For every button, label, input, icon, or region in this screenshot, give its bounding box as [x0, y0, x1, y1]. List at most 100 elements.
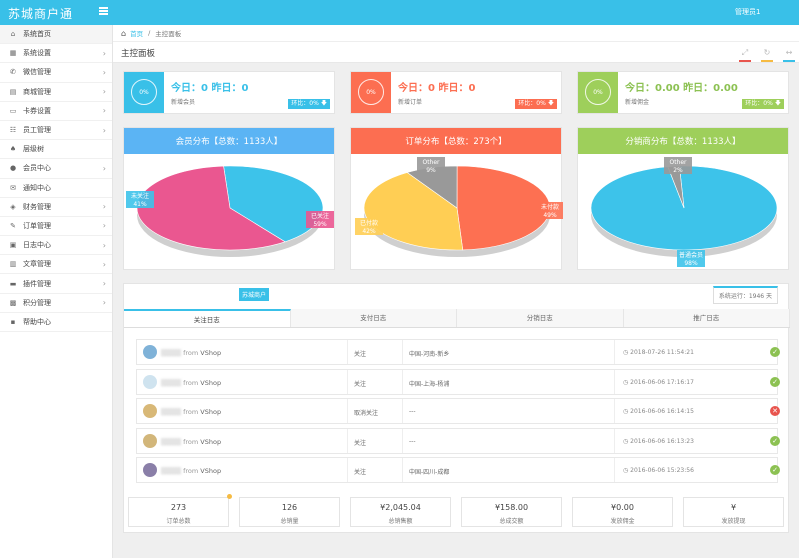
divider — [347, 428, 348, 453]
sidebar-item[interactable]: ✎ 订单管理 › — [0, 217, 112, 237]
avatar — [143, 404, 157, 418]
staff-icon: ☷ — [9, 126, 17, 135]
sidebar-item[interactable]: ▬ 插件管理 › — [0, 274, 112, 294]
divider — [614, 369, 615, 394]
avatar — [143, 374, 157, 389]
label-background — [664, 157, 692, 174]
blurred-name: ▒▒▒▒ — [161, 467, 181, 475]
sidebar-item[interactable]: ▭ 卡券设置 › — [0, 102, 112, 121]
log-time-text: 2016-06-06 16:13:23 — [630, 437, 694, 445]
log-source: VShop — [200, 408, 222, 416]
tab-payment-log[interactable]: 支付日志 — [290, 309, 457, 327]
log-time: ◷ 2016-06-06 17:16:17 — [623, 379, 694, 386]
page-title: 主控面板 — [121, 49, 156, 59]
divider — [402, 458, 403, 482]
sidebar-item[interactable]: ▩ 积分管理 › — [0, 294, 112, 313]
sidebar-item[interactable]: ● 会员中心 › — [0, 159, 112, 179]
sidebar-item[interactable]: ✉ 通知中心 — [0, 179, 112, 198]
fullscreen-underline — [739, 60, 751, 62]
clock-icon: ◷ — [623, 378, 631, 386]
fullscreen-icon[interactable]: ⤢ — [741, 48, 749, 57]
blurred-name: ▒▒▒▒ — [161, 437, 181, 446]
sidebar-item[interactable]: ▪ 帮助中心 — [0, 313, 112, 332]
card-icon: ▭ — [9, 106, 17, 115]
pie-slice[interactable] — [223, 165, 324, 243]
log-time-text: 2016-06-06 16:14:15 — [630, 408, 694, 415]
slice-percent: 59% — [313, 221, 327, 228]
sidebar-item[interactable]: ▦ 系统设置 › — [0, 44, 112, 64]
log-from: from — [183, 437, 199, 446]
slice-name: Other — [669, 159, 687, 166]
panel-title: 订单分布【总数：273个】 — [351, 128, 561, 154]
chevron-right-icon: › — [102, 87, 106, 97]
summary-card: ¥2,045.04 总销售额 — [350, 497, 451, 527]
sidebar-item[interactable]: ◈ 财务管理 › — [0, 198, 112, 217]
divider — [402, 399, 403, 423]
log-tabs: 关注日志 支付日志 分销日志 推广日志 — [124, 309, 790, 328]
tab-distribution-log[interactable]: 分销日志 — [457, 309, 624, 327]
log-from: from — [183, 467, 199, 475]
label-background — [417, 157, 445, 174]
error-icon: ✕ — [770, 406, 780, 416]
sidebar-item[interactable]: ☷ 员工管理 › — [0, 121, 112, 141]
slice-percent: 98% — [684, 260, 698, 267]
log-time-text: 2016-06-06 15:23:56 — [630, 467, 694, 474]
user-menu[interactable]: 管理员1 — [735, 8, 761, 16]
home-icon: ⌂ — [10, 30, 16, 39]
log-time: ◷ 2018-07-26 11:54:21 — [623, 349, 694, 356]
summary-value: ¥ — [730, 503, 737, 512]
refresh-icon[interactable]: ↻ — [763, 48, 771, 57]
points-icon: ▩ — [9, 298, 17, 307]
sidebar-item[interactable]: ⌂ 系统首页 — [0, 25, 112, 45]
sidebar-item[interactable]: ✆ 微信管理 › — [0, 63, 112, 83]
check-icon: ✓ — [770, 465, 780, 475]
log-source: VShop — [200, 349, 222, 357]
finance-icon: ◈ — [10, 202, 16, 211]
divider — [614, 399, 615, 423]
slice-name: 未关注 — [131, 192, 149, 200]
divider — [614, 340, 615, 364]
tab-follow-log[interactable]: 关注日志 — [124, 309, 291, 327]
collapse-underline — [783, 60, 795, 62]
sidebar-item-label: 系统设置 — [23, 49, 51, 58]
chevron-right-icon: › — [102, 125, 106, 135]
sidebar-item-label: 财务管理 — [23, 202, 51, 211]
panel-title: 会员分布【总数：1133人】 — [124, 128, 334, 154]
notification-dot — [227, 494, 232, 499]
stat-icon-box: 0% — [351, 72, 391, 113]
stat-label: 新增订单 — [398, 99, 423, 106]
refresh-underline — [761, 60, 773, 62]
menu-toggle-icon[interactable] — [99, 7, 108, 15]
breadcrumb-home[interactable]: 首页 — [130, 30, 144, 38]
plugin-icon: ▬ — [9, 279, 17, 288]
log-icon: ▣ — [9, 241, 17, 250]
stat-card-commission: 0% 今日：0.00 昨日：0.00 新增佣金 环比：0% 🡇 — [577, 71, 789, 114]
log-time: ◷ 2016-06-06 16:13:23 — [623, 438, 694, 445]
order-icon: ✎ — [10, 221, 16, 230]
sidebar-item[interactable]: ▤ 商城管理 › — [0, 83, 112, 102]
check-icon: ✓ — [770, 435, 780, 446]
progress-circle: 0% — [585, 79, 611, 105]
sidebar-item[interactable]: ▥ 文章管理 › — [0, 255, 112, 275]
sidebar-item-label: 微信管理 — [23, 68, 51, 77]
home-icon[interactable]: ⌂ — [121, 28, 127, 38]
collapse-icon[interactable]: ↔ — [785, 48, 793, 57]
slice-name: 已付款 — [360, 219, 378, 227]
avatar — [143, 433, 157, 448]
divider — [347, 369, 348, 394]
slice-percent: 9% — [426, 167, 436, 174]
sidebar-item[interactable]: ♠ 层级树 — [0, 140, 112, 160]
chevron-right-icon: › — [102, 106, 106, 116]
pie-slice[interactable] — [136, 165, 286, 251]
article-icon: ▥ — [9, 260, 17, 269]
summary-label: 发放提现 — [721, 518, 746, 525]
chevron-right-icon: › — [102, 67, 106, 77]
summary-card: ¥ 发放提现 — [683, 497, 784, 527]
sidebar-item-label: 订单管理 — [23, 221, 51, 230]
tab-promotion-log[interactable]: 推广日志 — [623, 309, 790, 327]
sidebar-item[interactable]: ▣ 日志中心 › — [0, 236, 112, 256]
log-row: ▒▒▒▒ from VShop 关注 --- ◷ 2016-06-06 16:1… — [136, 427, 780, 454]
